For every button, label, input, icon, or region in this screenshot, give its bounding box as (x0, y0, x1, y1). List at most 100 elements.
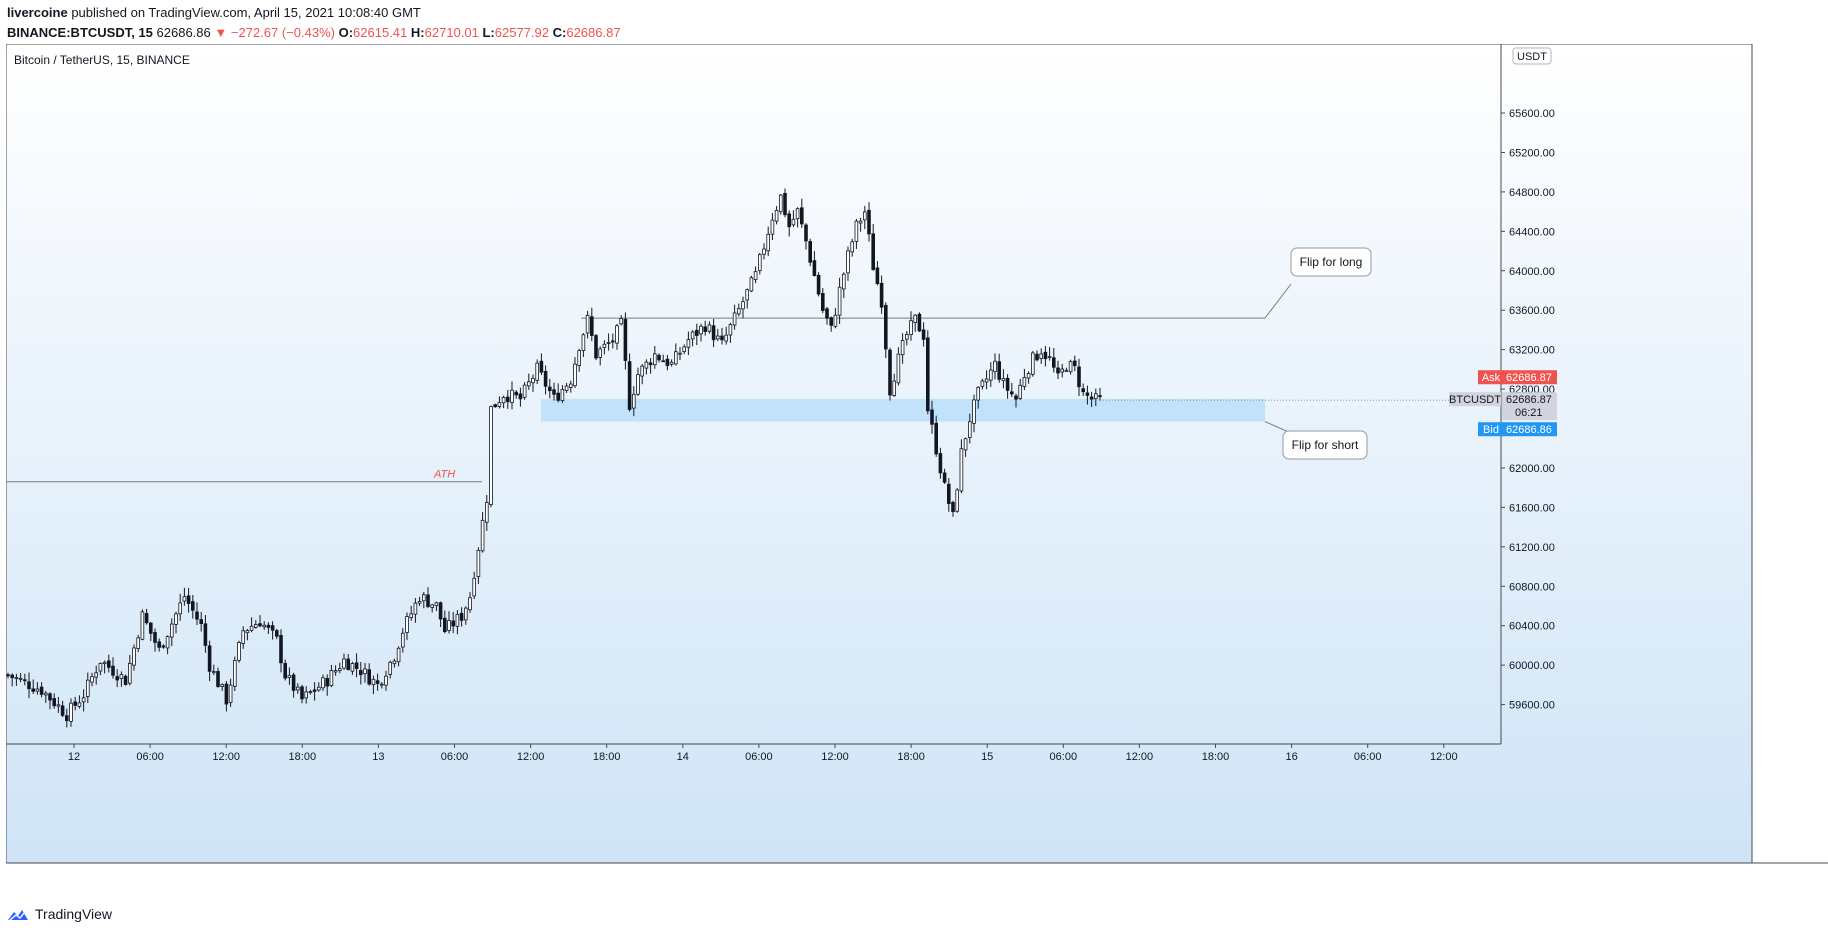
candle (329, 664, 334, 688)
high-value: 62710.01 (424, 25, 479, 40)
candle (850, 238, 854, 257)
y-tick-label: 65200.00 (1509, 147, 1555, 159)
candle (396, 646, 401, 667)
candle (938, 447, 943, 479)
candle (484, 494, 489, 531)
candle (447, 611, 451, 634)
candle (711, 319, 716, 348)
candle (875, 261, 880, 286)
candle (337, 662, 342, 674)
x-tick-label: 18:00 (897, 751, 925, 763)
candle (762, 243, 766, 260)
candle (291, 672, 296, 698)
candle (707, 321, 712, 334)
candle (728, 322, 733, 343)
candle (577, 348, 581, 372)
candle (90, 672, 94, 687)
candle (930, 400, 934, 434)
candle (157, 638, 162, 652)
candle (741, 296, 745, 319)
tradingview-logo-icon[interactable] (7, 907, 29, 921)
candle (73, 696, 78, 711)
candle (94, 665, 99, 685)
candle (312, 682, 317, 701)
candles (6, 188, 1102, 728)
candle (497, 396, 502, 409)
candle (107, 654, 111, 673)
y-tick-label: 64400.00 (1509, 226, 1555, 238)
symbol[interactable]: BINANCE:BTCUSDT, 15 (7, 25, 153, 40)
candle (136, 634, 141, 653)
price-axis[interactable]: 59600.00 60000.00 60400.00 60800.00 61200.00… (1500, 44, 1555, 744)
candle (1010, 382, 1014, 398)
candle (81, 689, 86, 712)
candle (346, 654, 350, 671)
candle (224, 680, 229, 712)
candle (421, 591, 426, 609)
candle (358, 662, 363, 685)
candle (442, 610, 447, 634)
y-tick-label: 64000.00 (1509, 266, 1555, 278)
candle (69, 698, 73, 727)
chart-frame[interactable]: Bitcoin / TetherUS, 15, BINANCE 59600.00… (5, 43, 1828, 897)
author[interactable]: livercoine (7, 5, 68, 20)
candle (905, 331, 909, 346)
candle (190, 594, 195, 619)
candle (602, 340, 607, 355)
candle (413, 598, 418, 623)
candle (216, 667, 220, 688)
candle (774, 206, 779, 225)
candle (947, 478, 951, 512)
candle (295, 683, 300, 694)
annotations: ATH Flip for long Flip for short (433, 247, 1372, 481)
symbol-tag-bg (1449, 392, 1501, 407)
time-axis[interactable]: 12 06:00 12:00 18:00 13 06:00 12:00 18:00 14 06:0… (6, 743, 1501, 763)
low-value: 62577.92 (494, 25, 549, 40)
close-value: 62686.87 (566, 25, 621, 40)
footer: TradingView (7, 904, 112, 924)
x-tick-label: 06:00 (136, 751, 164, 763)
candle (510, 381, 514, 410)
candle (144, 608, 149, 625)
x-tick-label: 12:00 (517, 751, 545, 763)
candle (560, 385, 565, 403)
candle (1052, 348, 1056, 373)
candle (934, 415, 938, 457)
candle (812, 251, 817, 277)
candle (237, 640, 241, 663)
candle (18, 672, 23, 683)
candle (539, 353, 544, 376)
y-tick-label: 60400.00 (1509, 621, 1555, 633)
candle (690, 330, 695, 347)
candle (249, 617, 254, 633)
candle (846, 246, 850, 281)
down-triangle-icon: ▼ (214, 25, 228, 40)
candle (27, 672, 31, 699)
candle (161, 644, 166, 649)
x-tick-label: 06:00 (1050, 751, 1078, 763)
y-tick-label: 64800.00 (1509, 187, 1555, 199)
brand[interactable]: TradingView (35, 906, 113, 922)
candle (430, 603, 434, 613)
candle (10, 673, 15, 687)
candle (968, 413, 972, 444)
bid-price-tag (1502, 422, 1557, 437)
countdown: 06:21 (1515, 407, 1543, 419)
candle (585, 310, 590, 339)
candle (22, 673, 27, 686)
candle (392, 658, 397, 668)
plot-area[interactable] (5, 43, 1753, 864)
candle (195, 602, 199, 626)
candle (140, 609, 145, 641)
x-tick-label: 18:00 (1202, 751, 1230, 763)
candle (350, 661, 355, 675)
candle (640, 363, 644, 385)
price-chart[interactable]: Bitcoin / TetherUS, 15, BINANCE 59600.00… (5, 43, 1828, 897)
last-price: 62686.86 (156, 25, 211, 40)
candle (1094, 388, 1098, 407)
candle (573, 357, 577, 389)
candle (409, 605, 413, 621)
candle (115, 669, 120, 688)
candle (472, 571, 476, 600)
